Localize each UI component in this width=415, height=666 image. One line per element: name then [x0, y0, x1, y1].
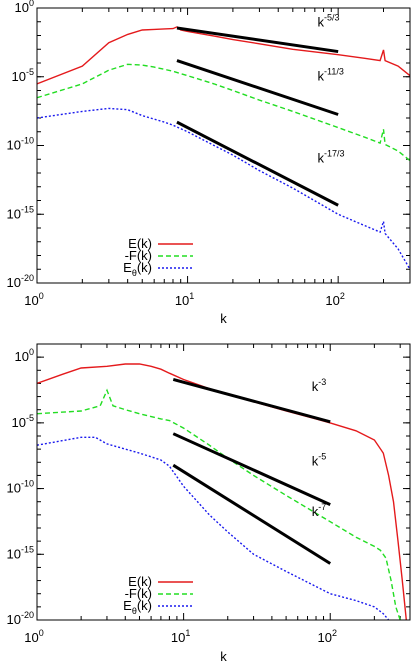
top-panel: 100 101 102 10-20 10-15 10-10 10-5 100 k-5/3 k-1…: [7, 0, 411, 326]
top-panel-series-minus-f: [37, 63, 410, 162]
bottom-panel-legend: E(k)-F(k)Eθ(k): [123, 574, 193, 616]
top-panel-y-tick-label: 10-20: [7, 273, 34, 290]
bottom-panel-reference-label: k-7: [312, 502, 327, 519]
top-panel-frame: [36, 7, 411, 284]
top-panel-y-tick-label: 10-5: [12, 67, 34, 84]
top-panel-legend: E(k)-F(k)Eθ(k): [123, 236, 193, 278]
top-panel-reference-label: k-17/3: [318, 148, 345, 165]
top-panel-legend-label: E(k): [128, 236, 152, 251]
top-panel-reference-label: k-5/3: [318, 12, 340, 29]
top-panel-y-tick-label: 10-10: [7, 136, 34, 153]
bottom-panel-reference-line: [172, 432, 331, 506]
bottom-panel-x-tick-label: 101: [171, 628, 190, 645]
bottom-panel-x-tick-label: 102: [317, 628, 336, 645]
bottom-panel-reference-label: k-5: [312, 451, 327, 468]
bottom-panel-legend-label: E(k): [128, 574, 152, 589]
bottom-panel-series-e-theta: [37, 436, 390, 620]
bottom-panel-x-axis-label: k: [220, 649, 227, 664]
bottom-panel-ticks: 100 101 102 10-20 10-15 10-10 10-5 100: [7, 343, 410, 645]
bottom-panel-legend-label: -F(k): [125, 586, 152, 601]
bottom-panel-series-minus-f: [37, 388, 401, 620]
top-panel-reference-line: [176, 59, 339, 116]
top-panel-x-axis-label: k: [220, 311, 227, 326]
top-panel-y-tick-label: 100: [15, 0, 34, 15]
top-panel-y-tick-label: 10-15: [7, 204, 34, 221]
top-panel-series-e: [37, 26, 410, 85]
top-panel-reference-line: [176, 120, 339, 207]
top-panel-series: [37, 26, 410, 270]
bottom-panel-y-tick-label: 10-20: [7, 610, 34, 627]
bottom-panel-y-tick-label: 10-10: [7, 479, 34, 496]
top-panel-reference-label: k-11/3: [318, 66, 344, 83]
bottom-panel-y-tick-label: 10-15: [7, 544, 34, 561]
top-panel-reference-lines: k-5/3 k-11/3 k-17/3: [176, 12, 345, 207]
top-panel-x-tick-label: 100: [24, 291, 43, 308]
top-panel-x-tick-label: 102: [325, 291, 344, 308]
bottom-panel-reference-lines: k-3 k-5 k-7: [172, 377, 332, 565]
bottom-panel-y-tick-label: 10-5: [12, 413, 34, 430]
bottom-panel-reference-label: k-3: [312, 377, 327, 394]
top-panel-reference-line: [176, 26, 339, 54]
bottom-panel-frame: [36, 343, 411, 621]
bottom-panel-reference-line: [172, 378, 331, 424]
bottom-panel-reference-line: [172, 463, 332, 565]
bottom-panel-x-tick-label: 100: [24, 628, 43, 645]
top-panel-legend-label: -F(k): [125, 248, 152, 263]
top-panel-legend-label: Eθ(k): [123, 260, 152, 278]
bottom-panel-legend-label: Eθ(k): [123, 598, 152, 616]
bottom-panel-y-tick-label: 100: [15, 347, 34, 364]
top-panel-x-tick-label: 101: [175, 291, 194, 308]
top-panel-ticks: 100 101 102 10-20 10-15 10-10 10-5 100: [7, 0, 411, 308]
